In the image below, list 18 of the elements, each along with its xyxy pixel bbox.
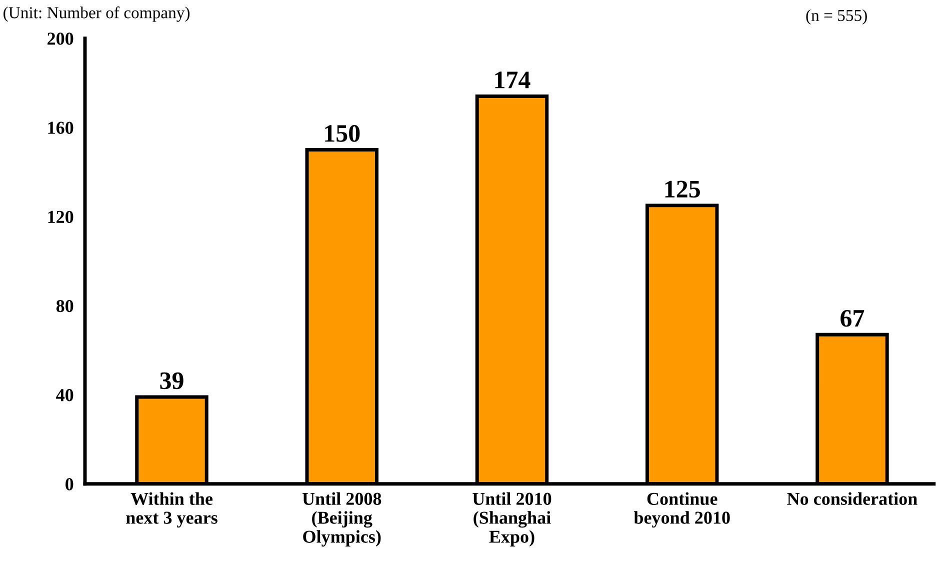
data-label: 125 bbox=[665, 180, 700, 198]
x-tick-label: Until 2008 (Beijing Olympics) bbox=[302, 492, 382, 547]
data-label: 150 bbox=[325, 125, 360, 142]
data-label: 39 bbox=[160, 372, 184, 390]
y-tick-label: 40 bbox=[56, 389, 74, 402]
data-label: 67 bbox=[840, 310, 864, 327]
y-tick-label: 160 bbox=[48, 122, 74, 134]
x-tick-label: Until 2010 (Shanghai Expo) bbox=[472, 492, 552, 547]
data-label: 174 bbox=[495, 72, 530, 88]
text: (n = 555) bbox=[806, 9, 867, 24]
x-tick-label: Continue beyond 2010 bbox=[634, 492, 730, 528]
x-tick-label: No consideration bbox=[787, 492, 918, 505]
text: (Unit: Number of company) bbox=[4, 6, 190, 22]
y-tick-label: 200 bbox=[48, 32, 74, 45]
y-tick-label: 120 bbox=[48, 210, 74, 224]
y-tick-label: 80 bbox=[56, 300, 74, 312]
x-tick-label: Within the next 3 years bbox=[126, 492, 218, 528]
y-tick-label: 0 bbox=[66, 478, 74, 490]
